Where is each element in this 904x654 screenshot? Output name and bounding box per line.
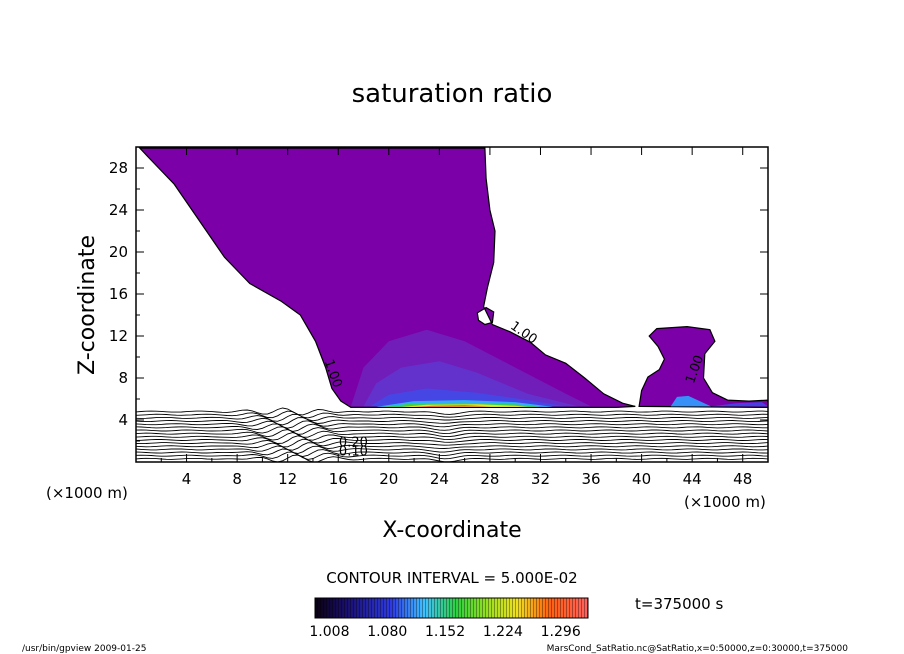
contour-line — [136, 445, 768, 454]
contour-line — [136, 417, 768, 426]
plot-frame — [135, 146, 769, 463]
contour-line — [136, 413, 768, 422]
colorbar-tick-label: 1.152 — [425, 624, 465, 640]
colorbar-tick-label: 1.296 — [541, 624, 581, 640]
colorbar-tick-label: 1.008 — [309, 624, 349, 640]
x-axis-ticks: 4 8 12 16 20 24 28 32 36 40 44 48 — [160, 147, 752, 488]
y-tick-label: 20 — [109, 243, 128, 261]
contour-line — [136, 432, 768, 441]
colorbar-frame — [314, 597, 589, 619]
chart-title: saturation ratio — [352, 79, 553, 109]
y-tick-label: 8 — [118, 369, 128, 387]
time-label: t=375000 s — [635, 595, 723, 613]
shading-band-8 — [711, 402, 768, 407]
x-tick-label: 44 — [683, 470, 702, 488]
y-axis-label: Z-coordinate — [75, 235, 100, 375]
y-tick-label: 16 — [109, 285, 128, 303]
secondary-supersaturated-region — [638, 325, 768, 409]
colorbar: 1.008 1.080 1.152 1.224 1.296 — [309, 597, 589, 640]
x-tick-label: 36 — [581, 470, 600, 488]
contour-line — [136, 435, 768, 444]
x-tick-label: 20 — [379, 470, 398, 488]
plot-area — [136, 147, 768, 462]
colorbar-tick-label: 1.080 — [367, 624, 407, 640]
colorbar-tick-label: 1.224 — [483, 624, 523, 640]
contour-line — [136, 407, 768, 416]
footer-left: /usr/bin/gpview 2009-01-25 — [22, 644, 146, 654]
contour-line — [136, 410, 768, 419]
contour-line — [136, 448, 768, 457]
x-unit-label-left: (×1000 m) — [46, 484, 128, 502]
y-tick-label: 24 — [109, 201, 128, 219]
contour-label: 0.20 — [339, 435, 368, 450]
x-axis-label: X-coordinate — [382, 518, 521, 543]
subsaturated-contour-lines — [136, 407, 768, 462]
contour-label: 0.10 — [339, 445, 368, 460]
contour-interval-text: CONTOUR INTERVAL = 5.000E-02 — [326, 569, 577, 587]
contour-line — [136, 426, 768, 435]
y-tick-label: 12 — [109, 327, 128, 345]
x-unit-label-right: (×1000 m) — [684, 493, 766, 511]
x-tick-label: 8 — [232, 470, 242, 488]
shading-band-6 — [414, 405, 490, 407]
contour-line — [136, 423, 768, 432]
y-tick-label: 4 — [118, 411, 128, 429]
y-axis-ticks: 4 8 12 16 20 24 28 — [109, 159, 768, 442]
colorbar-bands — [315, 598, 588, 618]
x-tick-label: 28 — [480, 470, 499, 488]
contour-line — [136, 438, 768, 448]
contour-line — [136, 429, 768, 438]
x-tick-label: 16 — [329, 470, 348, 488]
high-saturation-shading — [350, 329, 768, 407]
shading-band-7 — [670, 395, 712, 407]
y-tick-label: 28 — [109, 159, 128, 177]
x-tick-label: 4 — [182, 470, 192, 488]
colorbar-tick-labels: 1.008 1.080 1.152 1.224 1.296 — [309, 624, 580, 640]
footer-right: MarsCond_SatRatio.nc@SatRatio,x=0:50000,… — [547, 644, 849, 654]
contour-line — [136, 442, 768, 451]
x-tick-label: 40 — [632, 470, 651, 488]
x-tick-label: 32 — [531, 470, 550, 488]
contour-line — [136, 420, 768, 429]
x-tick-label: 12 — [278, 470, 297, 488]
supersaturated-region — [138, 147, 636, 408]
contour-line — [136, 451, 768, 460]
x-tick-label: 24 — [430, 470, 449, 488]
x-tick-label: 48 — [733, 470, 752, 488]
